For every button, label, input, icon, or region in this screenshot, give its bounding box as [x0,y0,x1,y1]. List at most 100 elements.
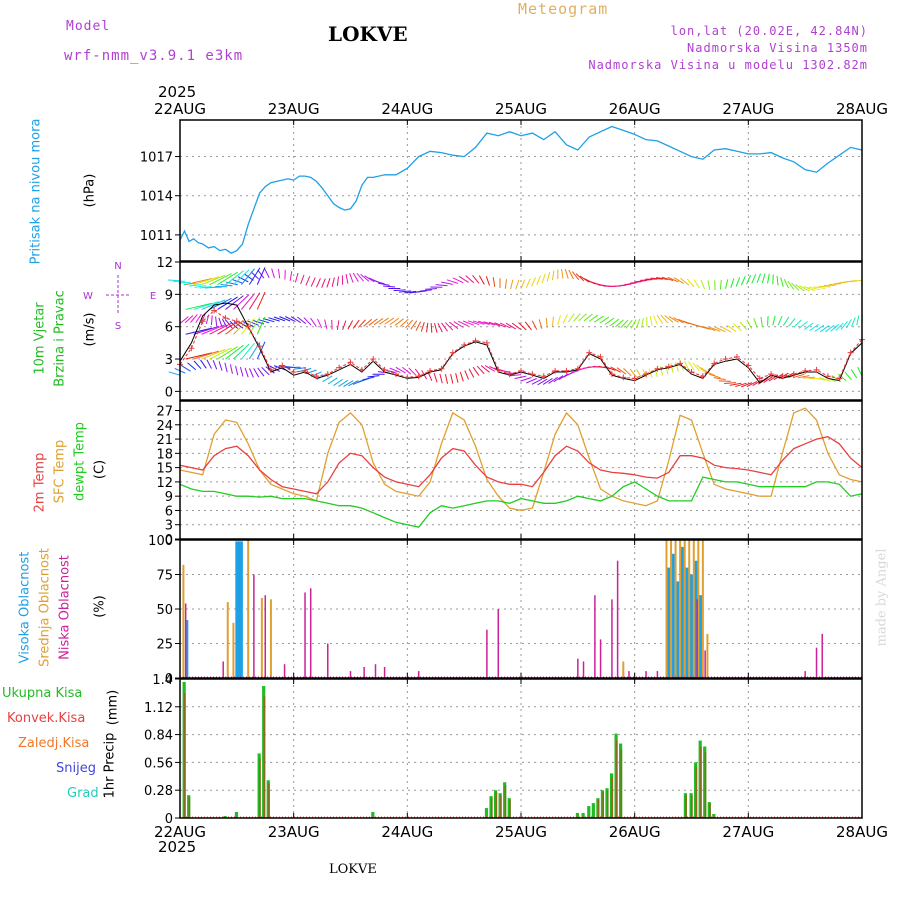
wind-arrow [179,316,189,324]
wind-arrow [518,322,527,331]
wind-arrow [525,378,537,384]
date-label-top: 26AUG [609,100,661,118]
legend-snijeg: Snijeg [56,761,96,776]
wind-gust-marker [779,373,786,380]
wind-gust-marker [222,315,229,322]
wind-arrow [713,377,726,381]
wind-arrow [333,378,343,386]
wind-arrow [588,314,599,322]
wind-arrow [459,371,464,382]
wind-arrow [824,324,835,333]
wind-arrow [338,379,349,387]
date-label-top: 25AUG [495,100,547,118]
precip-conv-bar [620,749,623,818]
wind-arrow [264,268,270,279]
wind-arrow [209,322,232,335]
wind-arrow [195,313,202,323]
bottom-date-labels: 22AUG 23AUG 24AUG 25AUG 26AUG 27AUG 28AUG [154,823,888,841]
wind-arrow [767,273,770,284]
precip-bar [712,814,716,818]
wind-arrow [782,316,790,326]
wind-arrow [415,321,422,331]
y-tick-label: 18 [156,447,173,462]
y-tick-label: 9 [165,490,173,505]
lonlat-info: lon,lat (20.02E, 42.84N) [670,24,868,38]
wind-arrow [567,313,575,323]
wind-arrow [347,320,354,330]
wind-arrow [856,315,860,326]
wind-arrow [224,362,228,373]
wind-arrow [410,320,418,330]
wind-arrow [571,271,580,280]
cloud-bar [683,540,686,678]
wind-arrow [379,317,389,325]
wind-arrow [664,315,674,323]
wind-arrow [564,268,569,279]
wind-arrow [551,316,554,327]
wind-arrow [430,323,433,333]
wind-arrow [360,273,370,282]
y-tick-label: 1.4 [152,673,173,688]
legend-konvek: Konvek.Kisa [7,711,86,726]
wind-arrow [240,342,255,360]
y-tick-label: 0 [165,812,173,827]
cloud-bar [821,633,823,678]
wind-gust-marker [404,374,411,381]
cloud-bar [222,661,224,678]
wind-arrow [484,365,496,372]
wind-arrow [625,319,633,329]
cloud-bar [670,540,673,678]
precip-conv-bar [509,799,511,818]
wind-arrow [696,364,705,373]
cloud-bar [283,664,286,678]
wind-arrow [756,273,761,284]
wind-arrow [253,368,260,378]
wind-arrow [803,322,814,330]
wind-arrow [256,341,266,360]
wind-arrow [394,318,404,326]
wind-arrow [273,365,286,371]
wind-arrow [336,276,339,287]
cloud-bar [690,574,693,678]
model-elevation-info: Nadmorska Visina u modelu 1302.82m [588,58,868,72]
wind-arrow [558,373,569,381]
wind-arrow [256,291,266,310]
wind-arrow [623,368,632,377]
wind-arrow [193,360,202,370]
wind-gust-marker [745,362,752,369]
wind-arrow [284,316,296,323]
cloud-bar [269,599,272,678]
wind-arrow [483,321,495,326]
wind-arrow [404,290,417,294]
wind-arrow [845,319,852,329]
wind-arrow [256,267,266,285]
station-title: LOKVE [328,22,408,46]
wind-arrow [568,269,574,280]
wind-arrow [185,352,213,360]
wind-arrow [321,278,326,288]
wind-arrow [660,314,669,324]
wind-arrow [726,324,737,332]
wind-arrow [209,273,232,286]
wind-arrow [389,367,401,373]
wind-arrow [476,365,485,375]
y-tick-label: 12 [156,256,173,271]
cloud-bar [582,661,585,678]
wind-arrow [615,319,624,328]
precip-bar [587,806,591,818]
footer-station: LOKVE [329,862,377,877]
wind-arrow [693,279,700,289]
wind-arrow [201,324,226,335]
cloud-bar [688,540,691,678]
wind-arrow [700,279,706,290]
wind-gust-marker [415,373,422,380]
wind-arrow [189,284,202,287]
y-tick-label: 0 [165,533,173,548]
cloud-bar [497,609,500,678]
wind-arrow [714,326,726,333]
wind-arrow [492,277,496,287]
cloud-bar [622,661,625,678]
wind-arrow [225,320,244,335]
wind-arrow [384,317,395,325]
cloud-bar [309,588,312,678]
